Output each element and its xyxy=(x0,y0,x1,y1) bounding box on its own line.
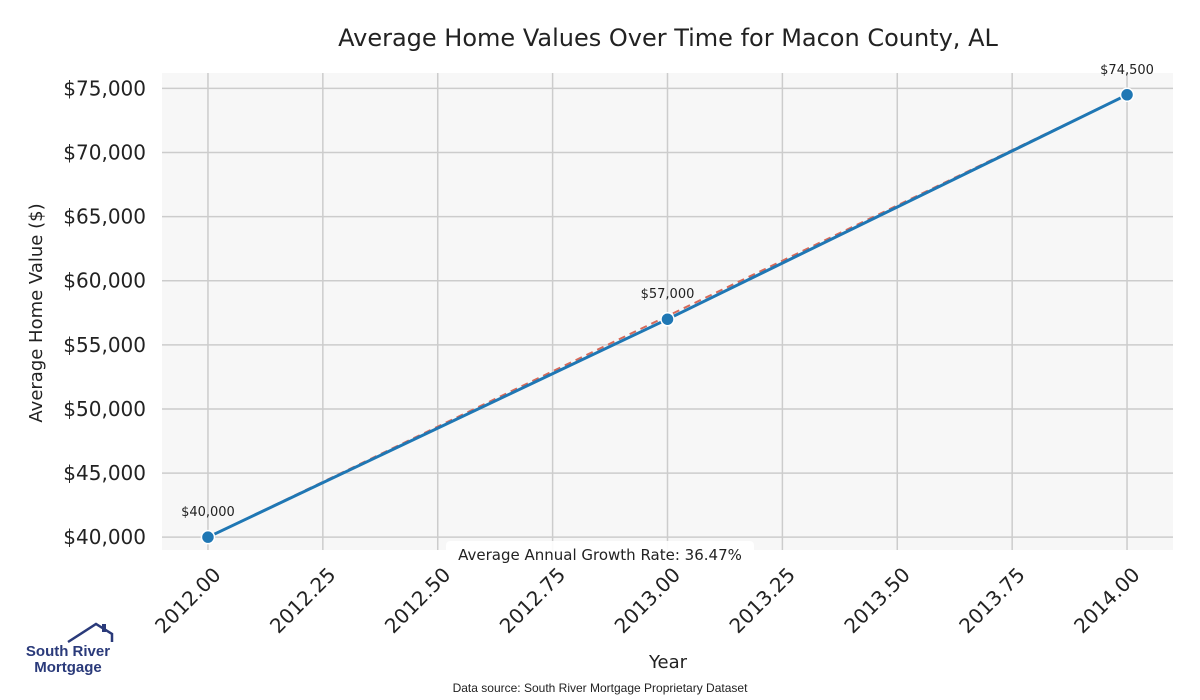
x-tick-label: 2012.25 xyxy=(265,563,340,638)
x-tick-label: 2014.00 xyxy=(1069,563,1144,638)
y-tick-label: $40,000 xyxy=(63,525,146,549)
x-tick-label: 2013.00 xyxy=(610,563,685,638)
y-tick-label: $50,000 xyxy=(63,397,146,421)
logo-line-2: Mortgage xyxy=(34,659,102,676)
data-point xyxy=(660,311,675,327)
data-point xyxy=(200,529,216,545)
x-axis-label: Year xyxy=(648,652,688,673)
data-label: $74,500 xyxy=(1100,63,1154,78)
annotation-box xyxy=(446,541,754,567)
y-tick-label: $75,000 xyxy=(63,76,146,100)
x-tick-label: 2013.50 xyxy=(839,563,914,638)
x-tick-label: 2013.25 xyxy=(724,563,799,638)
data-labels: $40,000 $57,000 $74,500 xyxy=(181,63,1154,520)
data-label: $40,000 xyxy=(181,505,235,520)
y-axis-label: Average Home Value ($) xyxy=(26,203,47,422)
grid-lines xyxy=(162,73,1173,550)
y-tick-label: $70,000 xyxy=(63,141,146,165)
x-tick-label: 2013.75 xyxy=(954,563,1029,638)
south-river-logo: South River Mortgage xyxy=(22,620,122,682)
y-axis-ticks: $40,000 $45,000 $50,000 $55,000 $60,000 $65,0… xyxy=(63,76,146,549)
data-point xyxy=(1119,87,1135,103)
annotation-text: Average Annual Growth Rate: 36.47% xyxy=(458,546,742,564)
x-tick-label: 2012.00 xyxy=(150,563,225,638)
series-group xyxy=(200,87,1135,545)
y-tick-label: $45,000 xyxy=(63,461,146,485)
x-axis-ticks: 2012.00 2012.25 2012.50 2012.75 2013.00 2013.… xyxy=(150,563,1145,638)
y-tick-label: $55,000 xyxy=(63,333,146,357)
x-tick-label: 2012.75 xyxy=(495,563,570,638)
data-source-note: Data source: South River Mortgage Propri… xyxy=(452,681,748,695)
house-roof-icon xyxy=(67,622,114,644)
y-tick-label: $65,000 xyxy=(63,205,146,229)
chart-title: Average Home Values Over Time for Macon … xyxy=(338,24,998,52)
data-label: $57,000 xyxy=(641,287,695,302)
x-tick-label: 2012.50 xyxy=(380,563,455,638)
logo-line-1: South River xyxy=(25,643,111,660)
growth-rate-annotation: Average Annual Growth Rate: 36.47% xyxy=(446,541,754,567)
y-tick-label: $60,000 xyxy=(63,269,146,293)
logo-text: South River Mortgage xyxy=(22,644,114,676)
